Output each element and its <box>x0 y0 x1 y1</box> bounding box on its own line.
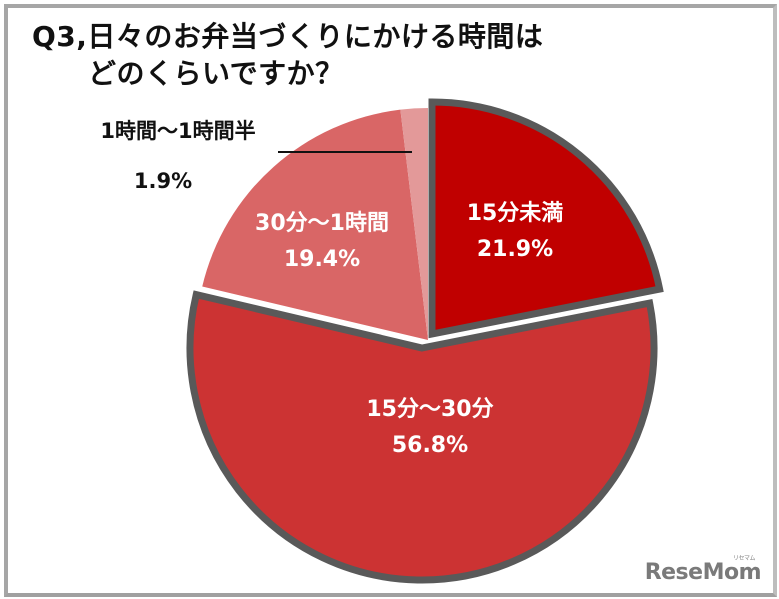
chart-title: Q3,日々のお弁当づくりにかける時間は どのくらいですか？ <box>32 18 543 92</box>
chart-frame <box>4 4 777 597</box>
pie-slice <box>202 109 428 340</box>
resemom-logo: ReseMom リセマム <box>644 555 762 585</box>
pie-slice <box>186 290 658 584</box>
slice-name: 30分～1時間 <box>255 211 389 236</box>
slice-pct: 21.9% <box>476 237 554 262</box>
slice-label-30-60min: 30分～1時間 19.4% <box>232 206 412 278</box>
chart-title-line2: どのくらいですか？ <box>88 57 344 90</box>
logo-text: ReseMom <box>644 560 762 585</box>
slice-label-under-15min: 15分未満 21.9% <box>455 196 575 268</box>
slice-name: 1時間～1時間半 <box>100 119 256 143</box>
pie-slice <box>400 108 428 340</box>
slice-label-60-90min: 1時間～1時間半 1.9% <box>78 106 278 206</box>
pie-slice <box>428 98 664 339</box>
slice-name: 15分未満 <box>466 201 564 226</box>
slice-label-15-30min: 15分～30分 56.8% <box>340 392 520 464</box>
chart-title-line1: Q3,日々のお弁当づくりにかける時間は <box>32 20 544 53</box>
slice-pct: 1.9% <box>133 169 193 193</box>
slice-pct: 19.4% <box>283 247 361 272</box>
logo-ruby: リセマム <box>732 555 756 562</box>
slice-pct: 56.8% <box>391 433 469 458</box>
slice-name: 15分～30分 <box>366 397 494 422</box>
